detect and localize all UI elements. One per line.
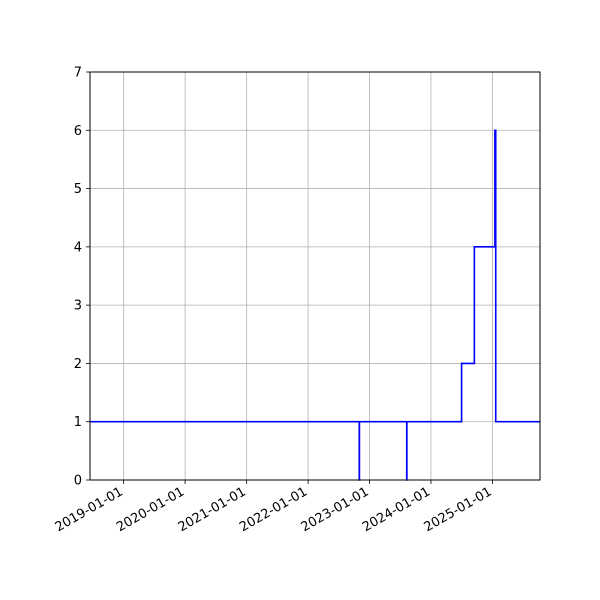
grid-lines bbox=[90, 71, 540, 481]
x-tick-label: 2020-01-01 bbox=[114, 484, 187, 535]
x-tick-label: 2024-01-01 bbox=[360, 484, 433, 535]
x-tick-label: 2023-01-01 bbox=[299, 484, 372, 535]
y-tick-label: 0 bbox=[74, 474, 82, 489]
axis-ticks: 2019-01-012020-01-012021-01-012022-01-01… bbox=[53, 66, 495, 536]
y-tick-label: 6 bbox=[74, 124, 82, 139]
plot-frame bbox=[89, 71, 541, 481]
y-tick-label: 2 bbox=[74, 357, 82, 372]
y-tick-label: 7 bbox=[74, 66, 82, 81]
y-tick-label: 4 bbox=[74, 240, 82, 255]
x-tick-label: 2019-01-01 bbox=[53, 484, 126, 535]
x-tick-label: 2021-01-01 bbox=[176, 484, 249, 535]
x-tick-label: 2025-01-01 bbox=[422, 484, 495, 535]
y-tick-label: 3 bbox=[74, 299, 82, 314]
y-tick-label: 1 bbox=[74, 415, 82, 430]
x-tick-label: 2022-01-01 bbox=[237, 484, 310, 535]
y-tick-label: 5 bbox=[74, 182, 82, 197]
